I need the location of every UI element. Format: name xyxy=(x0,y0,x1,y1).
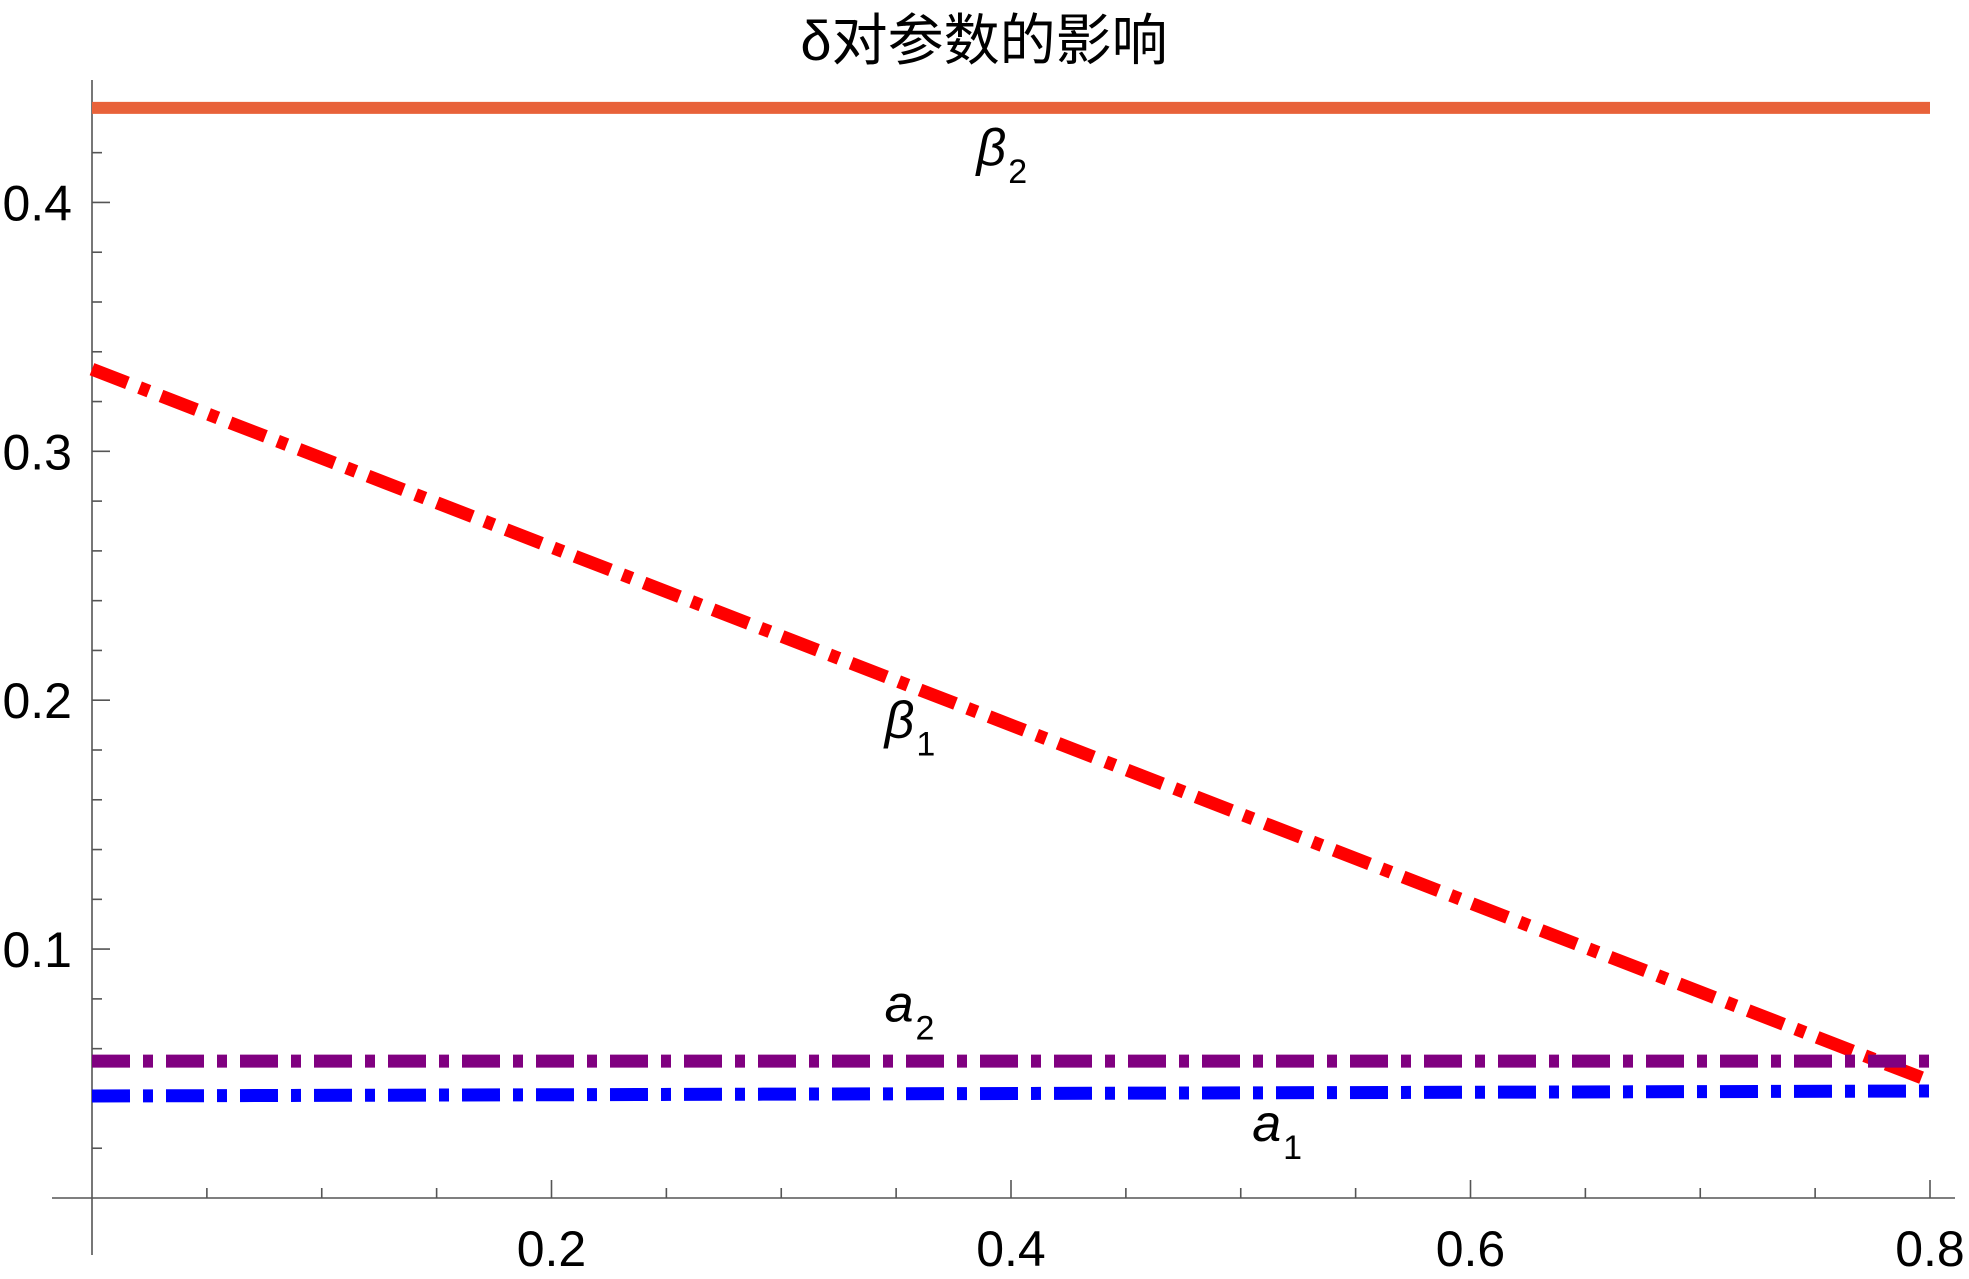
series-layer xyxy=(89,101,1933,1103)
series-line-a1 xyxy=(91,1084,1931,1103)
series-label: β1 xyxy=(883,692,936,764)
x-tick-label: 0.4 xyxy=(976,1221,1046,1277)
y-tick-label: 0.3 xyxy=(2,424,72,480)
chart-title: δ对参数的影响 xyxy=(800,9,1167,72)
x-tick-label: 0.6 xyxy=(1436,1221,1506,1277)
y-tick-label: 0.1 xyxy=(2,922,72,978)
axes: 0.2 0.4 0.6 0.8 0.1 0.2 0.3 0.4 xyxy=(2,80,1965,1277)
series-labels: β2 β1 a2 a1 xyxy=(883,119,1302,1167)
x-tick-label: 0.8 xyxy=(1895,1221,1965,1277)
series-line-β1 xyxy=(89,363,1933,1088)
series-label: a1 xyxy=(1252,1095,1302,1167)
y-tick-label: 0.2 xyxy=(2,673,72,729)
series-label: β2 xyxy=(975,119,1028,191)
x-tick-label: 0.2 xyxy=(517,1221,587,1277)
series-label: a2 xyxy=(885,975,935,1047)
y-tick-label: 0.4 xyxy=(2,175,72,231)
